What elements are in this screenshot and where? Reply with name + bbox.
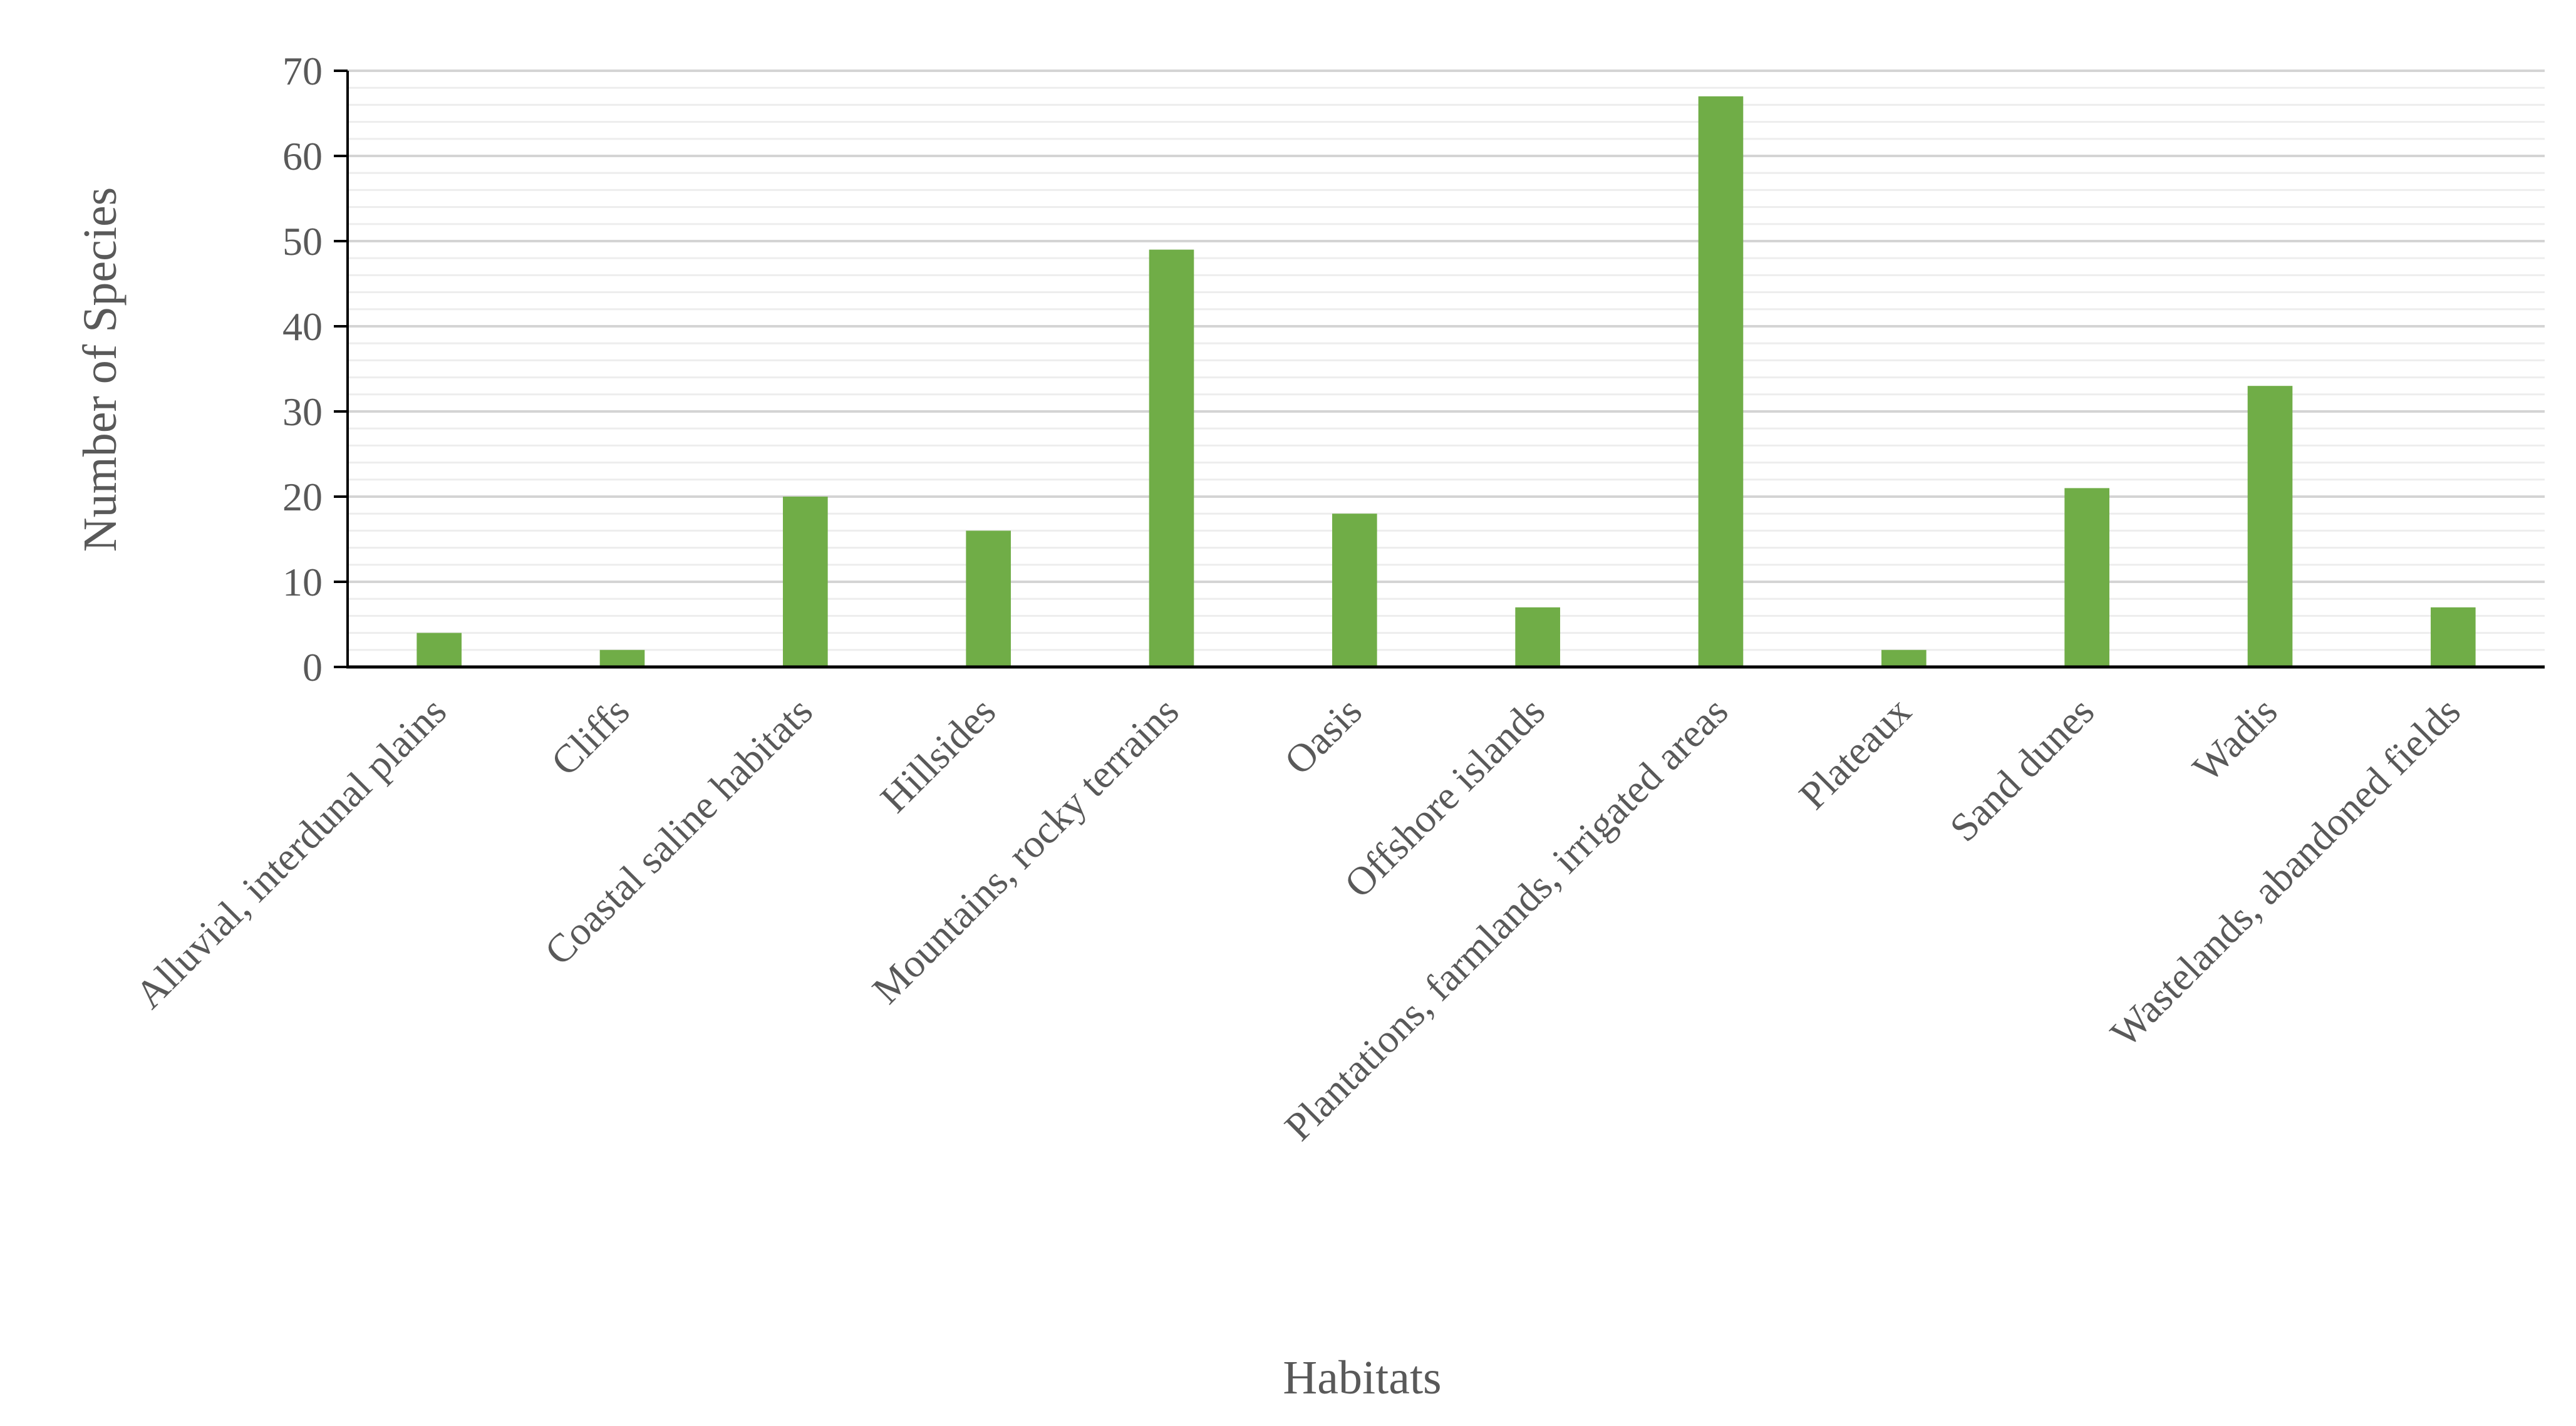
bar [2247, 386, 2293, 667]
bars [416, 96, 2476, 668]
bar [1515, 607, 1560, 667]
y-axis-title: Number of Species [74, 187, 127, 552]
bar [1698, 96, 1744, 668]
y-tick-label: 30 [282, 390, 323, 434]
bar [1332, 514, 1377, 667]
bar [2064, 488, 2109, 667]
x-tick-label: Alluvial, interdunal plains [127, 689, 455, 1017]
bar [2431, 607, 2476, 667]
y-tick-label: 10 [282, 560, 323, 604]
x-tick-label: Plateaux [1791, 689, 1920, 818]
y-tick-label: 60 [282, 134, 323, 178]
bar [966, 530, 1011, 667]
y-tick-label: 40 [282, 304, 323, 349]
y-tick-labels: 0 10 20 30 40 50 60 70 [282, 49, 323, 690]
bar [783, 497, 828, 667]
bar [1149, 249, 1194, 668]
x-axis-title: Habitats [1283, 1351, 1441, 1404]
x-tick-label: Wastelands, abandoned fields [2102, 689, 2469, 1056]
gridlines [348, 70, 2545, 651]
x-tick-label: Cliffs [542, 689, 638, 784]
y-tick-label: 50 [282, 219, 323, 264]
x-tick-label: Wadis [2184, 689, 2285, 790]
x-tick-labels: Alluvial, interdunal plains CliffsCoastal… [127, 689, 2469, 1149]
y-tick-label: 0 [303, 645, 323, 690]
x-tick-label: Mountains, rocky terrains [864, 689, 1187, 1012]
y-tick-label: 20 [282, 475, 323, 519]
x-tick-label: Sand dunes [1941, 689, 2103, 850]
axes [334, 70, 2545, 669]
x-tick-label: Oasis [1276, 689, 1370, 783]
y-tick-label: 70 [282, 49, 323, 93]
bar [416, 633, 462, 667]
bar [599, 649, 645, 667]
bar [1881, 649, 1927, 667]
x-tick-label: Hillsides [872, 689, 1004, 821]
